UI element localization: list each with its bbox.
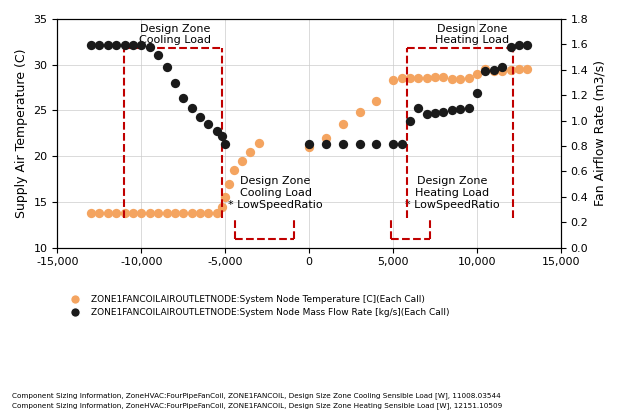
Y-axis label: Fan Airflow Rate (m3/s): Fan Airflow Rate (m3/s) bbox=[594, 60, 607, 206]
Point bbox=[514, 42, 524, 48]
Point bbox=[463, 75, 473, 82]
Text: Design Zone
Heating Load
* LowSpeedRatio: Design Zone Heating Load * LowSpeedRatio bbox=[404, 176, 499, 209]
Point bbox=[355, 140, 364, 147]
Point bbox=[119, 42, 129, 48]
Point bbox=[203, 121, 213, 128]
Point bbox=[237, 157, 247, 164]
Point bbox=[187, 104, 197, 111]
Point bbox=[439, 74, 448, 80]
Point bbox=[522, 42, 532, 48]
Point bbox=[506, 44, 516, 50]
Point bbox=[371, 140, 381, 147]
Point bbox=[371, 98, 381, 104]
Point bbox=[321, 135, 331, 141]
Text: Design Zone
Heating Load: Design Zone Heating Load bbox=[435, 24, 509, 45]
Point bbox=[489, 66, 499, 73]
Point bbox=[422, 111, 432, 118]
Point bbox=[397, 140, 407, 147]
Point bbox=[397, 75, 407, 82]
Point bbox=[103, 210, 113, 216]
Point bbox=[95, 210, 104, 216]
Point bbox=[338, 121, 348, 128]
Point bbox=[203, 210, 213, 216]
Point bbox=[145, 210, 155, 216]
Point bbox=[217, 203, 227, 210]
Text: Component Sizing Information, ZoneHVAC:FourPipeFanCoil, ZONE1FANCOIL, Design Siz: Component Sizing Information, ZoneHVAC:F… bbox=[12, 392, 501, 399]
Point bbox=[111, 210, 121, 216]
Point bbox=[179, 210, 188, 216]
Point bbox=[506, 67, 516, 74]
Point bbox=[254, 139, 264, 146]
Point bbox=[338, 140, 348, 147]
Point bbox=[514, 66, 524, 73]
Point bbox=[522, 66, 532, 73]
Text: Design Zone
Cooling Load: Design Zone Cooling Load bbox=[139, 24, 211, 45]
Point bbox=[463, 104, 473, 111]
Point bbox=[489, 68, 499, 74]
Point bbox=[497, 68, 507, 74]
Point bbox=[217, 133, 227, 139]
Point bbox=[405, 74, 415, 81]
Point bbox=[86, 210, 96, 216]
Text: Design Zone
Cooling Load
* LowSpeedRatio: Design Zone Cooling Load * LowSpeedRatio bbox=[228, 176, 323, 209]
Legend: ZONE1FANCOILAIROUTLETNODE:System Node Temperature [C](Each Call), ZONE1FANCOILAI: ZONE1FANCOILAIROUTLETNODE:System Node Te… bbox=[62, 291, 453, 321]
Point bbox=[439, 109, 448, 115]
Point bbox=[430, 110, 440, 116]
Point bbox=[388, 140, 398, 147]
Point bbox=[86, 42, 96, 48]
Y-axis label: Supply Air Temperature (C): Supply Air Temperature (C) bbox=[15, 49, 28, 218]
Point bbox=[128, 42, 138, 48]
Point bbox=[304, 144, 314, 150]
Point bbox=[95, 42, 104, 48]
Point bbox=[447, 76, 457, 83]
Point bbox=[229, 167, 239, 173]
Point bbox=[430, 74, 440, 80]
Point bbox=[187, 210, 197, 216]
Point bbox=[136, 42, 146, 48]
Point bbox=[220, 194, 230, 201]
Point bbox=[447, 107, 457, 114]
Point bbox=[162, 210, 172, 216]
Point bbox=[153, 210, 163, 216]
Point bbox=[405, 117, 415, 124]
Point bbox=[212, 210, 222, 216]
Point bbox=[170, 210, 180, 216]
Point bbox=[220, 140, 230, 147]
Point bbox=[304, 140, 314, 147]
Point bbox=[153, 51, 163, 58]
Point bbox=[170, 79, 180, 86]
Point bbox=[480, 66, 490, 73]
Point bbox=[388, 77, 398, 83]
Point bbox=[422, 74, 432, 81]
Point bbox=[480, 68, 490, 74]
Point bbox=[413, 104, 423, 111]
Point bbox=[455, 106, 465, 112]
Point bbox=[497, 64, 507, 71]
Point bbox=[162, 64, 172, 71]
Point bbox=[136, 210, 146, 216]
Point bbox=[111, 42, 121, 48]
Point bbox=[179, 95, 188, 101]
Point bbox=[246, 148, 256, 155]
Text: Component Sizing Information, ZoneHVAC:FourPipeFanCoil, ZONE1FANCOIL, Design Siz: Component Sizing Information, ZoneHVAC:F… bbox=[12, 402, 503, 409]
Point bbox=[145, 44, 155, 50]
Point bbox=[212, 128, 222, 134]
Point bbox=[195, 114, 205, 120]
Point bbox=[413, 74, 423, 81]
Point bbox=[224, 180, 234, 187]
Point bbox=[472, 71, 482, 77]
Point bbox=[355, 109, 364, 116]
Point bbox=[195, 210, 205, 216]
Point bbox=[472, 89, 482, 96]
Point bbox=[103, 42, 113, 48]
Point bbox=[321, 140, 331, 147]
Point bbox=[119, 210, 129, 216]
Point bbox=[455, 76, 465, 83]
Point bbox=[128, 210, 138, 216]
